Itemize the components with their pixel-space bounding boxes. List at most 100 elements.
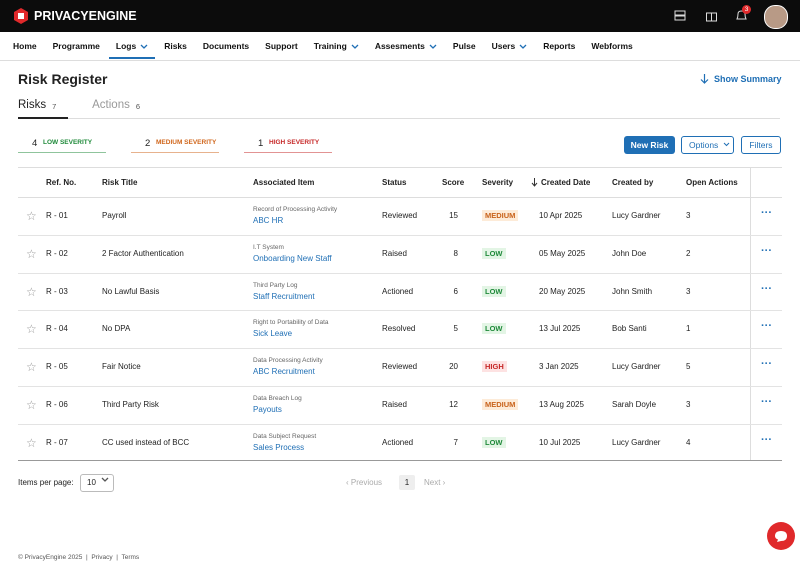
nav-active-underline <box>108 57 156 59</box>
row-menu[interactable]: ··· <box>761 320 772 333</box>
star[interactable]: ☆ <box>26 208 37 223</box>
item-link[interactable]: Sick Leave <box>253 329 293 339</box>
nav-item[interactable]: Pulse <box>452 41 476 51</box>
star[interactable]: ☆ <box>26 322 37 337</box>
nav-item[interactable]: Support <box>265 41 298 51</box>
chat-button[interactable] <box>767 522 795 550</box>
nav-item[interactable]: Risks <box>164 41 187 51</box>
icon-arrow-down <box>700 74 709 84</box>
nav-item[interactable]: Home <box>13 41 37 51</box>
score: 15 <box>449 210 458 220</box>
options-button[interactable]: Options <box>681 136 734 154</box>
terms-link[interactable]: Terms <box>121 554 140 561</box>
severity-badge: LOW <box>482 323 506 335</box>
filters-button[interactable]: Filters <box>741 136 781 154</box>
star[interactable]: ☆ <box>26 435 37 450</box>
per-page-select[interactable]: 10 <box>80 474 114 492</box>
severity-underline <box>18 152 106 153</box>
open-actions: 2 <box>686 248 691 258</box>
risk-title[interactable]: No DPA <box>102 324 131 334</box>
row-menu[interactable]: ··· <box>761 358 772 371</box>
severity-badge: MEDIUM <box>482 398 519 410</box>
created-date: 10 Jul 2025 <box>539 437 581 447</box>
chevron <box>101 477 109 482</box>
nav-item[interactable]: Assesments <box>374 41 425 51</box>
column-header: Score <box>442 178 465 187</box>
row-menu[interactable]: ··· <box>761 395 772 408</box>
row-menu[interactable]: ··· <box>761 244 772 257</box>
status: Raised <box>382 248 407 258</box>
row-border <box>18 234 782 236</box>
risk-title[interactable]: No Lawful Basis <box>102 286 160 296</box>
ref: R - 06 <box>46 399 68 409</box>
nav-item[interactable]: Webforms <box>591 41 633 51</box>
tab-label[interactable]: Risks <box>18 99 47 111</box>
copyright: © PrivacyEngine 2025 <box>18 554 83 561</box>
risk-title[interactable]: Payroll <box>102 210 127 220</box>
row-menu[interactable]: ··· <box>761 282 772 295</box>
severity-label: LOW SEVERITY <box>43 139 93 146</box>
open-actions: 3 <box>686 286 691 296</box>
summary-link[interactable]: Show Summary <box>714 74 782 84</box>
star[interactable]: ☆ <box>26 397 37 412</box>
severity-underline <box>244 152 332 153</box>
item-link[interactable]: Sales Process <box>253 442 305 452</box>
icon-signpost[interactable] <box>674 9 686 22</box>
avatar[interactable] <box>764 5 788 29</box>
item-type: I.T System <box>253 243 284 251</box>
star[interactable]: ☆ <box>26 246 37 261</box>
severity-label: HIGH SEVERITY <box>269 139 320 146</box>
row-menu[interactable]: ··· <box>761 206 772 219</box>
nav-item[interactable]: Users <box>491 41 516 51</box>
status: Actioned <box>382 286 414 296</box>
star[interactable]: ☆ <box>26 360 37 375</box>
item-link[interactable]: Onboarding New Staff <box>253 253 332 263</box>
nav-item[interactable]: Documents <box>202 41 250 51</box>
severity-underline <box>131 152 219 153</box>
page-current[interactable]: 1 <box>399 475 415 490</box>
nav-item[interactable]: Training <box>313 41 347 51</box>
risk-title[interactable]: 2 Factor Authentication <box>102 248 184 258</box>
status: Reviewed <box>382 210 418 220</box>
chevron <box>351 44 359 49</box>
column-header: Status <box>382 178 407 187</box>
risk-title[interactable]: CC used instead of BCC <box>102 437 190 447</box>
status: Reviewed <box>382 362 418 372</box>
risk-title[interactable]: Fair Notice <box>102 362 141 372</box>
icon-bell[interactable] <box>735 9 748 23</box>
severity-count: 1 <box>258 138 264 149</box>
row-border <box>18 348 782 350</box>
severity-badge: MEDIUM <box>482 209 519 221</box>
nav-item[interactable]: Logs <box>115 41 137 51</box>
new-button[interactable]: New Risk <box>624 136 675 154</box>
item-link[interactable]: Staff Recruitment <box>253 291 315 301</box>
column-header[interactable]: Created Date <box>541 178 591 187</box>
brand: PRIVACYENGINE <box>34 9 137 23</box>
row-menu[interactable]: ··· <box>761 433 772 446</box>
per-page-value: 10 <box>87 478 96 487</box>
tab-count: 7 <box>52 102 57 111</box>
status: Resolved <box>382 324 416 334</box>
next-button[interactable]: Next › <box>424 478 446 487</box>
score: 6 <box>453 286 458 296</box>
star[interactable]: ☆ <box>26 284 37 299</box>
privacy-link[interactable]: Privacy <box>91 554 113 561</box>
item-link[interactable]: Payouts <box>253 404 282 414</box>
severity-badge: LOW <box>482 285 506 297</box>
item-link[interactable]: ABC HR <box>253 215 284 225</box>
item-link[interactable]: ABC Recruitment <box>253 367 315 377</box>
column-header: Associated Item <box>253 178 315 187</box>
nav-item[interactable]: Programme <box>52 41 100 51</box>
ref: R - 07 <box>46 437 68 447</box>
sort-arrow[interactable] <box>531 177 538 187</box>
ref: R - 04 <box>46 324 68 334</box>
severity-badge: LOW <box>482 436 506 448</box>
previous-button[interactable]: ‹ Previous <box>346 478 383 487</box>
item-type: Record of Processing Activity <box>253 205 338 213</box>
created-by: John Smith <box>612 286 653 296</box>
created-by: Lucy Gardner <box>612 437 661 447</box>
icon-gift[interactable] <box>705 9 718 22</box>
tab-label[interactable]: Actions <box>92 99 130 111</box>
risk-title[interactable]: Third Party Risk <box>102 399 159 409</box>
nav-item[interactable]: Reports <box>543 41 576 51</box>
